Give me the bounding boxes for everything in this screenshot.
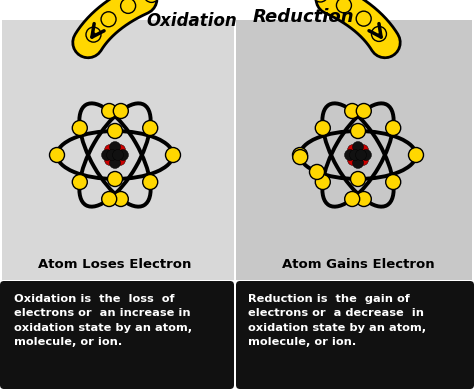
Circle shape [120, 0, 136, 13]
Circle shape [345, 103, 360, 119]
Bar [236, 20, 472, 280]
FancyBboxPatch shape [0, 281, 234, 389]
Circle shape [102, 191, 117, 206]
Circle shape [73, 175, 87, 190]
Circle shape [107, 149, 118, 161]
Circle shape [293, 150, 308, 165]
Circle shape [347, 154, 358, 165]
Circle shape [112, 149, 124, 161]
Text: Oxidation is  the  loss  of
electrons or  an increase in
oxidation state by an a: Oxidation is the loss of electrons or an… [14, 294, 192, 347]
Circle shape [372, 27, 386, 41]
Circle shape [356, 149, 366, 161]
Circle shape [356, 191, 371, 206]
Circle shape [310, 165, 325, 179]
Text: Atom Gains Electron: Atom Gains Electron [282, 259, 434, 271]
Circle shape [86, 27, 101, 42]
Circle shape [350, 124, 365, 138]
Circle shape [357, 145, 368, 156]
Circle shape [49, 147, 64, 163]
Circle shape [337, 0, 351, 13]
Bar [2, 20, 234, 280]
Circle shape [353, 149, 364, 161]
Circle shape [113, 103, 128, 119]
Circle shape [102, 103, 117, 119]
Circle shape [345, 149, 356, 161]
Circle shape [108, 124, 122, 138]
Circle shape [347, 145, 358, 156]
Circle shape [313, 0, 328, 2]
Text: Oxidation: Oxidation [146, 12, 237, 30]
Circle shape [113, 191, 128, 206]
Circle shape [353, 142, 364, 152]
Circle shape [118, 149, 128, 161]
Circle shape [386, 121, 401, 135]
Circle shape [356, 11, 371, 26]
Circle shape [386, 175, 401, 190]
Circle shape [349, 149, 361, 161]
Circle shape [409, 147, 423, 163]
Circle shape [109, 142, 120, 152]
Circle shape [115, 154, 126, 165]
Circle shape [109, 149, 120, 161]
Circle shape [115, 145, 126, 156]
Circle shape [165, 147, 181, 163]
Circle shape [356, 103, 371, 119]
Circle shape [353, 158, 364, 168]
Circle shape [361, 149, 372, 161]
Circle shape [73, 121, 87, 135]
Text: Atom Loses Electron: Atom Loses Electron [38, 259, 191, 271]
Circle shape [315, 121, 330, 135]
Circle shape [315, 175, 330, 190]
Circle shape [101, 12, 116, 27]
Circle shape [144, 0, 159, 2]
Circle shape [108, 172, 122, 186]
FancyBboxPatch shape [236, 281, 474, 389]
Circle shape [104, 145, 116, 156]
Circle shape [345, 191, 360, 206]
Circle shape [357, 154, 368, 165]
Circle shape [101, 149, 112, 161]
Text: Reduction is  the  gain of
electrons or  a decrease  in
oxidation state by an at: Reduction is the gain of electrons or a … [248, 294, 426, 347]
Circle shape [109, 158, 120, 168]
Circle shape [350, 172, 365, 186]
Text: Reduction: Reduction [252, 8, 354, 26]
Circle shape [143, 121, 158, 135]
Circle shape [292, 147, 308, 163]
Circle shape [104, 154, 116, 165]
Circle shape [143, 175, 158, 190]
